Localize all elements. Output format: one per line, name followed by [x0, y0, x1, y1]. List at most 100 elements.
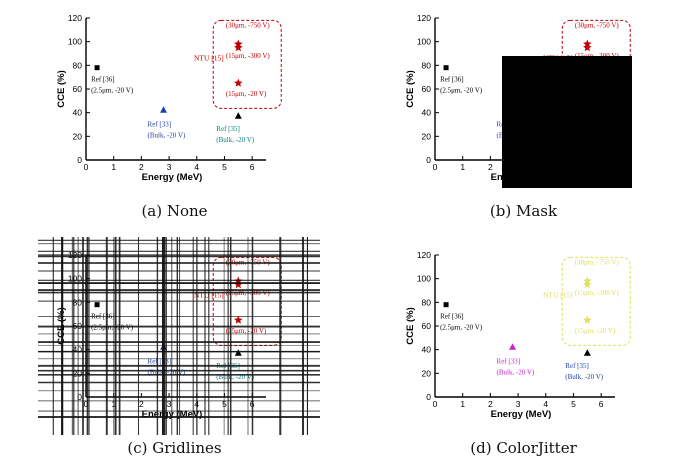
y-axis-label: CCE (%) — [405, 307, 416, 344]
x-tick-label: 3 — [167, 399, 172, 409]
point-label: Ref [35] — [565, 362, 589, 370]
x-tick-label: 1 — [460, 162, 465, 172]
triangle-marker — [234, 112, 242, 119]
y-tick-label: 120 — [68, 250, 82, 260]
square-marker — [443, 65, 449, 71]
point-label: Ref [36] — [91, 76, 115, 84]
y-tick-label: 60 — [422, 321, 432, 331]
data-point — [583, 315, 592, 324]
point-label: Ref [33] — [148, 120, 172, 128]
caption-mask: (b) Mask — [489, 202, 558, 220]
square-marker — [94, 65, 100, 71]
x-tick-label: 4 — [543, 399, 548, 409]
x-tick-label: 0 — [84, 162, 89, 172]
point-label: Ref [35] — [216, 125, 240, 133]
chart-none: 0 20 40 60 80 100 120 0 1 2 3 4 5 6 Energy (MeV) CCE (%… — [56, 13, 282, 183]
point-label: (15μm, -20 V) — [226, 327, 267, 335]
point-label: Ref [36] — [440, 313, 464, 321]
triangle-marker — [160, 106, 168, 113]
data-point — [234, 43, 243, 52]
triangle-marker — [583, 349, 591, 356]
star-marker — [234, 43, 243, 52]
data-point — [583, 349, 591, 356]
point-label: Ref [36] — [440, 76, 464, 84]
star-marker — [234, 315, 243, 324]
ntu-annotation: NTU [15] — [194, 54, 224, 63]
y-tick-label: 40 — [73, 108, 83, 118]
y-tick-label: 20 — [73, 368, 83, 378]
x-axis-label: Energy (MeV) — [142, 172, 203, 183]
y-axis-label: CCE (%) — [56, 70, 67, 107]
x-tick-label: 2 — [488, 399, 493, 409]
data-point — [94, 302, 100, 308]
data-point — [234, 349, 242, 356]
y-tick-label: 80 — [73, 297, 83, 307]
triangle-marker — [234, 349, 242, 356]
caption-none: (a) None — [141, 202, 208, 220]
point-sublabel: (Bulk, -20 V) — [497, 368, 535, 376]
point-label: Ref [33] — [497, 357, 521, 365]
data-point — [234, 78, 243, 87]
panel-colorjitter: 0 20 40 60 80 100 120 0 1 2 3 4 5 6 Energy (MeV) CCE (%… — [349, 237, 698, 474]
star-marker — [583, 315, 592, 324]
y-tick-label: 20 — [422, 368, 432, 378]
x-tick-label: 0 — [84, 399, 89, 409]
star-marker — [234, 280, 243, 289]
y-tick-label: 80 — [422, 60, 432, 70]
point-sublabel: (Bulk, -20 V) — [148, 131, 186, 139]
x-tick-label: 2 — [488, 162, 493, 172]
data-point — [443, 302, 449, 308]
data-point — [583, 43, 592, 52]
point-label: (15μm, -300 V) — [226, 52, 271, 60]
x-tick-label: 4 — [194, 162, 199, 172]
y-tick-label: 0 — [77, 392, 82, 402]
y-axis-label: CCE (%) — [405, 70, 416, 107]
y-tick-label: 40 — [422, 108, 432, 118]
x-tick-label: 5 — [571, 399, 576, 409]
star-marker — [583, 43, 592, 52]
data-point — [234, 112, 242, 119]
x-tick-label: 2 — [139, 399, 144, 409]
gridline-overlay — [38, 237, 320, 435]
y-tick-label: 20 — [73, 131, 83, 141]
data-point — [583, 280, 592, 289]
y-tick-label: 120 — [68, 13, 82, 23]
data-point — [234, 315, 243, 324]
point-sublabel: (Bulk, -20 V) — [565, 373, 603, 381]
y-tick-label: 100 — [417, 37, 431, 47]
point-label: (30μm, -750 V) — [226, 21, 271, 29]
ntu-group-box — [212, 19, 282, 109]
caption-gridlines: (c) Gridlines — [127, 439, 222, 457]
x-tick-label: 1 — [460, 399, 465, 409]
data-point — [509, 343, 517, 350]
star-marker — [583, 280, 592, 289]
mask-occlusion — [502, 56, 632, 188]
x-tick-label: 3 — [516, 399, 521, 409]
x-tick-label: 3 — [167, 162, 172, 172]
ntu-group-box — [561, 256, 631, 346]
y-tick-label: 100 — [68, 37, 82, 47]
y-tick-label: 20 — [422, 131, 432, 141]
panel-none: 0 20 40 60 80 100 120 0 1 2 3 4 5 6 Energy (MeV) CCE (%… — [0, 0, 349, 237]
y-tick-label: 40 — [73, 345, 83, 355]
x-tick-label: 5 — [222, 162, 227, 172]
y-tick-label: 100 — [417, 274, 431, 284]
x-axis-label: Energy (MeV) — [491, 409, 552, 420]
point-sublabel: (2.5μm, -20 V) — [91, 87, 134, 95]
y-tick-label: 100 — [68, 274, 82, 284]
y-tick-label: 80 — [73, 60, 83, 70]
data-point — [160, 106, 168, 113]
x-tick-label: 6 — [250, 162, 255, 172]
square-marker — [443, 302, 449, 308]
x-tick-label: 5 — [222, 399, 227, 409]
y-tick-label: 0 — [426, 392, 431, 402]
data-point — [443, 65, 449, 71]
point-label: (15μm, -20 V) — [575, 327, 616, 335]
y-tick-label: 120 — [417, 13, 431, 23]
point-label: Ref [33] — [148, 357, 172, 365]
ntu-annotation: NTU [15] — [543, 291, 573, 300]
point-label: (30μm, -750 V) — [575, 258, 620, 266]
